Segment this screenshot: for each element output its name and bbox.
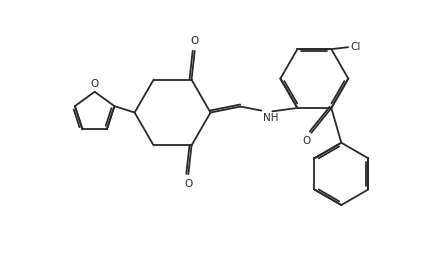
Text: O: O (91, 79, 99, 88)
Text: O: O (191, 36, 199, 46)
Text: NH: NH (263, 112, 278, 122)
Text: O: O (184, 179, 192, 189)
Text: Cl: Cl (350, 42, 360, 52)
Text: O: O (302, 136, 311, 146)
